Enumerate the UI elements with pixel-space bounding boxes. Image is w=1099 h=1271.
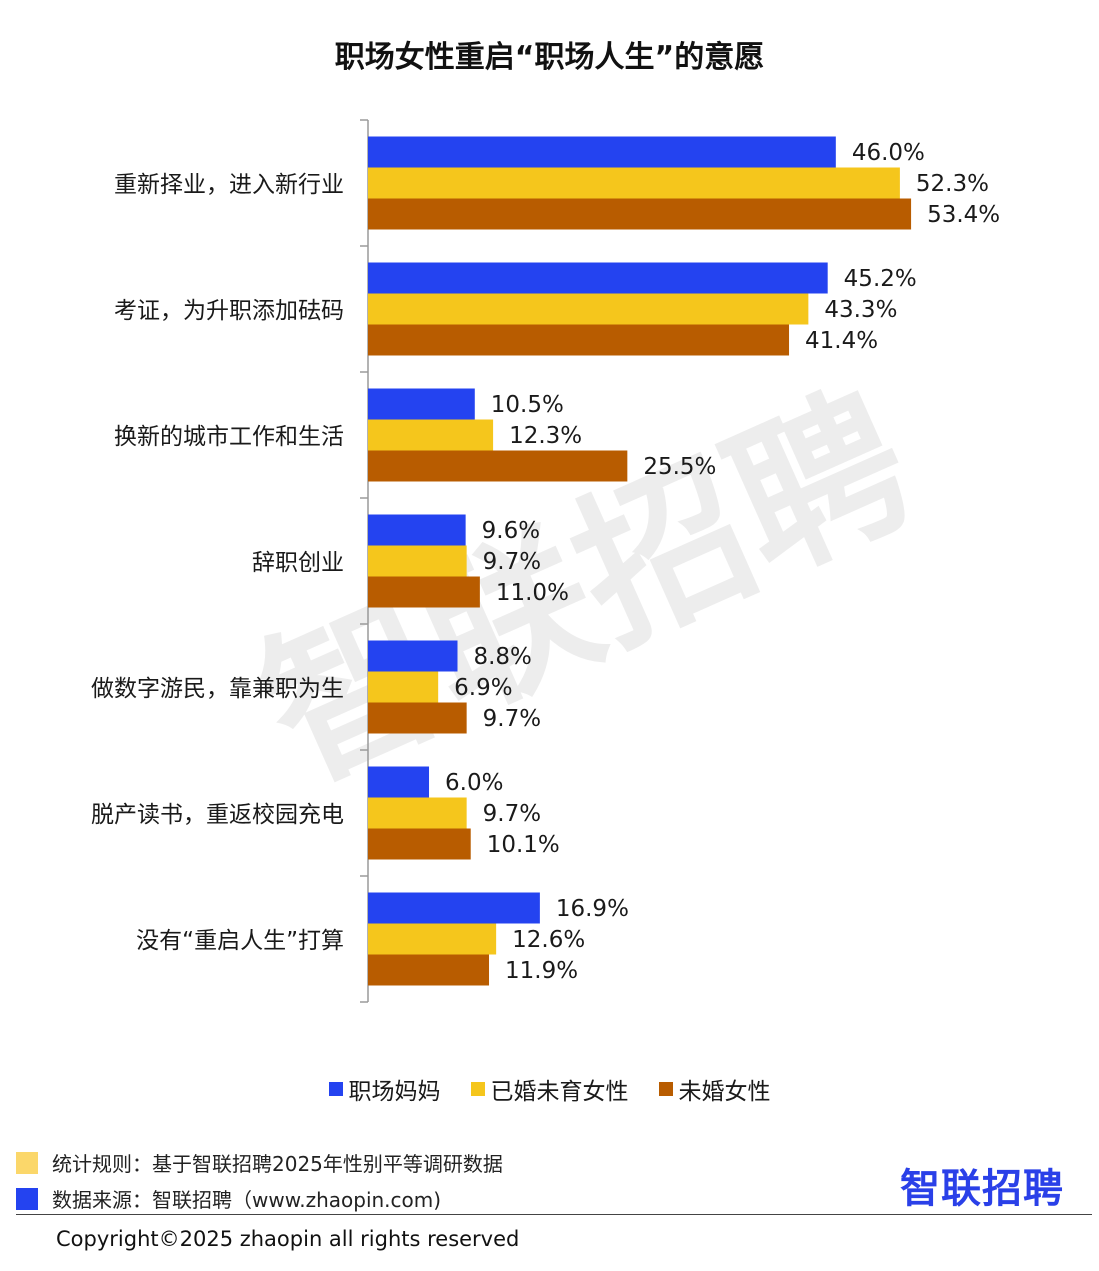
footer-divider xyxy=(16,1214,1092,1215)
bar xyxy=(368,293,809,325)
bar xyxy=(368,167,900,199)
legend-swatch-1 xyxy=(470,1082,485,1096)
data-label: 45.2% xyxy=(844,266,917,292)
chart-title: 职场女性重启“职场人生”的意愿 xyxy=(334,40,765,75)
data-label: 12.6% xyxy=(512,927,585,953)
footer-source: 数据来源：智联招聘（www.zhaopin.com) xyxy=(16,1184,441,1213)
zhaopin-logo: 智联招聘 xyxy=(900,1166,1064,1212)
legend-item-1: 已婚未育女性 xyxy=(470,1072,629,1106)
data-label: 9.6% xyxy=(482,518,540,544)
footer-source-text: 数据来源：智联招聘（www.zhaopin.com) xyxy=(52,1188,442,1212)
category-label: 没有“重启人生”打算 xyxy=(136,928,344,954)
legend-swatch-0 xyxy=(328,1082,343,1096)
data-label: 9.7% xyxy=(483,549,541,575)
data-label: 6.9% xyxy=(454,675,512,701)
data-label: 25.5% xyxy=(643,454,716,480)
data-label: 46.0% xyxy=(852,140,925,166)
legend-swatch-2 xyxy=(658,1082,673,1096)
legend-item-2: 未婚女性 xyxy=(658,1072,771,1106)
bar xyxy=(368,324,790,356)
legend-label-1: 已婚未育女性 xyxy=(490,1079,629,1105)
copyright: Copyright©2025 zhaopin all rights reserv… xyxy=(56,1227,520,1251)
data-label: 8.8% xyxy=(473,644,531,670)
data-label: 11.0% xyxy=(496,580,569,606)
bar xyxy=(368,419,494,451)
bar-chart: 重新择业，进入新行业 46.0% 52.3% 53.4% 考证，为升职添加砝码 45.2%… xyxy=(91,119,1000,1003)
legend-label-2: 未婚女性 xyxy=(678,1079,771,1105)
category-label: 辞职创业 xyxy=(252,550,344,576)
category-label: 做数字游民，靠兼职为生 xyxy=(91,676,344,702)
data-label: 11.9% xyxy=(505,958,578,984)
bar xyxy=(368,450,628,482)
data-label: 16.9% xyxy=(556,896,629,922)
bar xyxy=(368,671,439,703)
bar xyxy=(368,766,430,798)
category-label: 重新择业，进入新行业 xyxy=(114,172,344,198)
bar xyxy=(368,545,467,577)
data-label: 53.4% xyxy=(927,202,1000,228)
footer-rule: 统计规则：基于智联招聘2025年性别平等调研数据 xyxy=(16,1148,503,1177)
legend-item-0: 职场妈妈 xyxy=(328,1072,441,1106)
data-label: 9.7% xyxy=(483,706,541,732)
data-label: 52.3% xyxy=(916,171,989,197)
category-label: 考证，为升职添加砝码 xyxy=(114,298,344,324)
bar xyxy=(368,576,480,608)
data-label: 41.4% xyxy=(805,328,878,354)
data-label: 9.7% xyxy=(483,801,541,827)
bar xyxy=(368,954,490,986)
data-label: 6.0% xyxy=(445,770,503,796)
bar xyxy=(368,702,467,734)
bar xyxy=(368,923,497,955)
category-label: 换新的城市工作和生活 xyxy=(114,424,344,450)
bar xyxy=(368,198,912,230)
footer-source-swatch xyxy=(16,1187,38,1210)
bar xyxy=(368,797,467,829)
category-label: 脱产读书，重返校园充电 xyxy=(91,802,344,828)
legend-label-0: 职场妈妈 xyxy=(348,1079,441,1105)
bar xyxy=(368,388,475,420)
bar xyxy=(368,892,540,924)
data-label: 12.3% xyxy=(509,423,582,449)
data-label: 10.1% xyxy=(487,832,560,858)
data-label: 43.3% xyxy=(824,297,897,323)
bar xyxy=(368,828,471,860)
bar xyxy=(368,640,458,672)
bar xyxy=(368,262,828,294)
footer-rule-text: 统计规则：基于智联招聘2025年性别平等调研数据 xyxy=(52,1152,503,1176)
bar xyxy=(368,514,466,546)
footer-rule-swatch xyxy=(16,1151,38,1174)
legend: 职场妈妈 已婚未育女性 未婚女性 xyxy=(0,1072,1099,1106)
bar xyxy=(368,136,836,168)
data-label: 10.5% xyxy=(491,392,564,418)
